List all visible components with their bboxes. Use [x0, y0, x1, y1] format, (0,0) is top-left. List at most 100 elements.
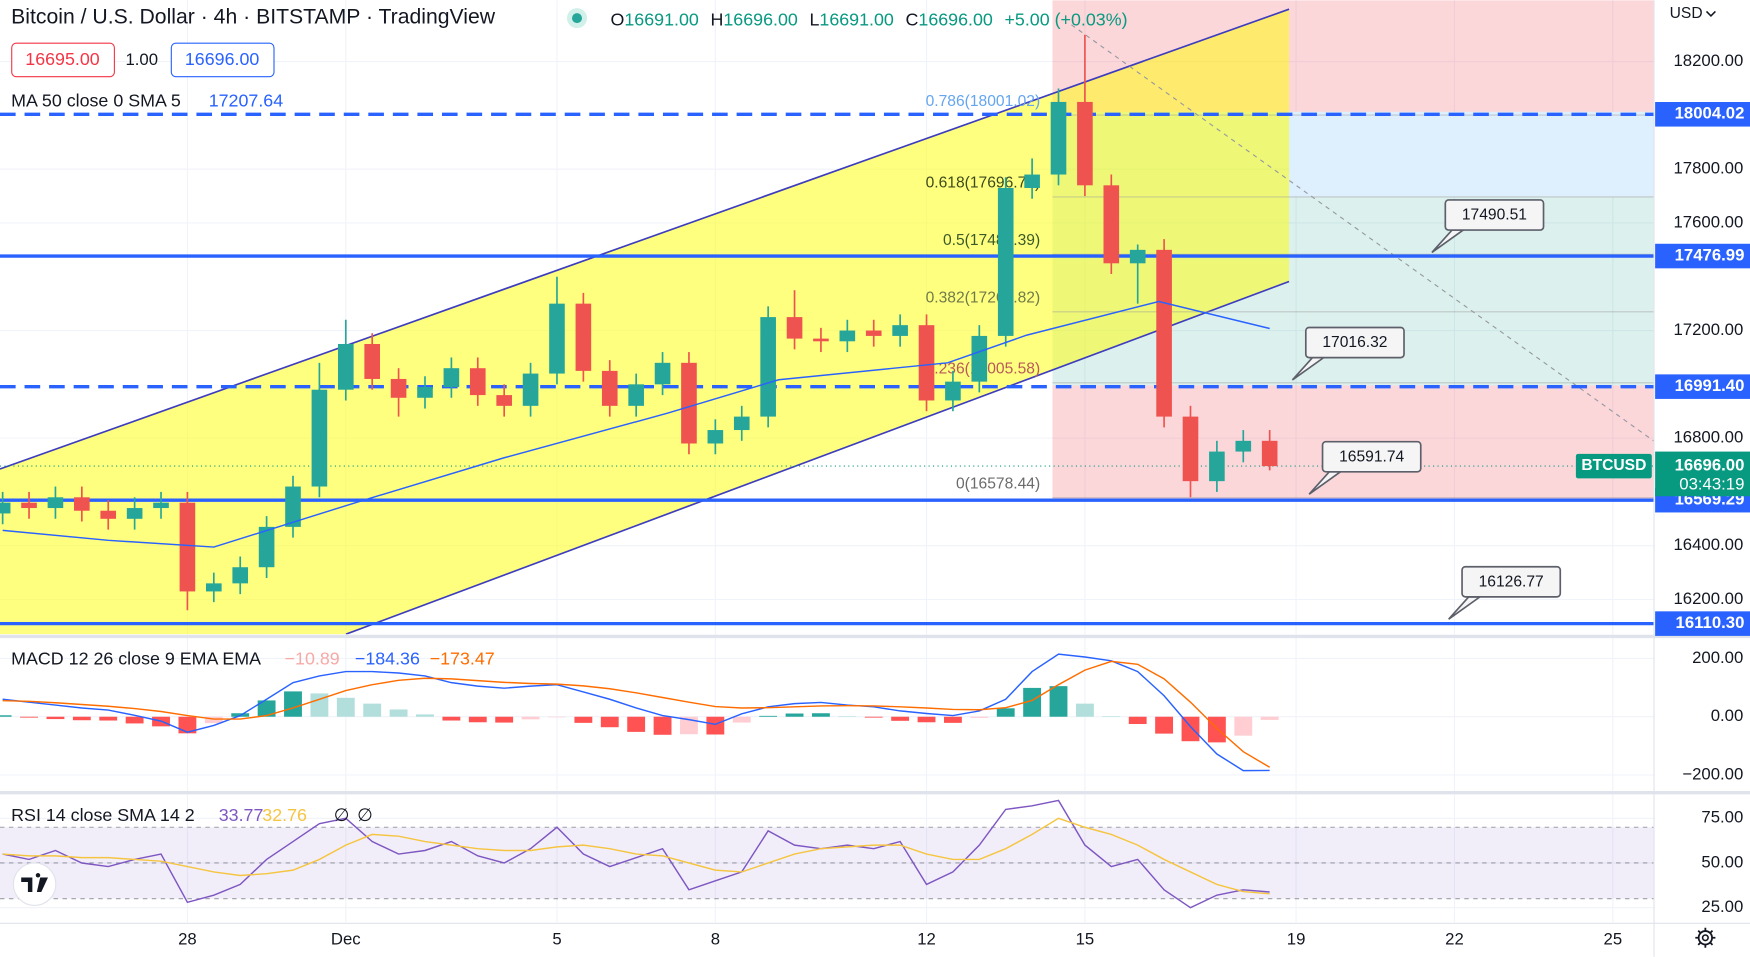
candle-body [733, 416, 750, 431]
level-axis-label: 17476.99 [1675, 245, 1745, 264]
candle-body [760, 317, 776, 417]
candle-body [390, 378, 407, 398]
histogram-bar [891, 716, 910, 721]
level-axis-box [1655, 611, 1750, 636]
ohlc-key: L [809, 9, 819, 29]
histogram-bar [732, 716, 751, 723]
histogram-bar [336, 697, 355, 717]
level-axis-label: 16991.40 [1675, 376, 1745, 395]
candle-body [601, 370, 618, 406]
ask-price[interactable]: 16696.00 [185, 49, 260, 69]
candle-body [813, 338, 829, 342]
candle-body [1050, 101, 1067, 175]
histogram-bar [917, 716, 936, 723]
symbol-box [1575, 453, 1652, 479]
candle-body [153, 502, 169, 509]
x-tick-label: 25 [1604, 929, 1623, 948]
logo-bg[interactable] [12, 862, 57, 906]
callout-box [1444, 199, 1545, 231]
callout-box [1321, 440, 1422, 473]
rsi-line [2, 799, 1270, 909]
callout-label: 16591.74 [1339, 448, 1404, 465]
histogram-bar [1181, 716, 1200, 742]
fib-label: 0(16578.44) [956, 475, 1040, 492]
macd-legend: MACD 12 26 close 9 EMA EMA [11, 649, 261, 669]
histogram-bar [574, 716, 593, 723]
histogram-bar [72, 716, 91, 721]
candle-body [126, 508, 143, 519]
callout-label: 17016.32 [1322, 334, 1387, 351]
bid-price[interactable]: 16695.00 [25, 49, 100, 69]
histogram-bar [970, 716, 989, 718]
candle-body [918, 325, 935, 401]
channel-top [0, 8, 1290, 470]
target-zone-upper [1289, 111, 1655, 197]
histogram-bar [1260, 716, 1279, 720]
last-price-label: 16696.00 [1675, 456, 1745, 475]
macd-signal-value: −173.47 [430, 649, 495, 669]
ohlc: O16691.00 H16696.00 L16691.00 C16696.00 … [610, 9, 1127, 29]
callout-box [1304, 326, 1405, 359]
histogram-bar [653, 716, 672, 735]
histogram-bar [812, 713, 830, 717]
ma-line [2, 300, 1270, 548]
candle-body [628, 384, 644, 406]
y-tick-label: 0.00 [1711, 706, 1744, 725]
settings-icon[interactable] [1695, 927, 1716, 948]
histogram-bar [310, 693, 329, 717]
logo[interactable] [21, 873, 48, 893]
currency[interactable]: USD [1670, 5, 1703, 22]
x-tick-label: Dec [331, 929, 361, 948]
currency-chevron[interactable] [1705, 10, 1716, 17]
histogram-bar [204, 716, 223, 724]
histogram-bar [46, 716, 65, 720]
histogram-bar [548, 716, 566, 718]
histogram-bar [759, 715, 778, 717]
symbol-label: BTCUSD [1581, 457, 1646, 474]
candle-body [179, 502, 196, 592]
ask-box[interactable] [170, 42, 275, 78]
target-zone-base [1289, 111, 1655, 197]
candle-body [945, 381, 961, 401]
histogram-bar [389, 709, 408, 717]
pane: 0.786(18001.02) 0.618(17696.76) 0.5(17483.… [0, 34, 1655, 626]
chart-title: Bitcoin / U.S. Dollar · 4h · BITSTAMP · … [11, 6, 496, 29]
callout-label: 17490.51 [1462, 207, 1527, 224]
x-tick-label: 12 [917, 929, 936, 948]
x-tick-label: 28 [178, 929, 197, 948]
x-tick-label: 15 [1076, 929, 1095, 948]
histogram-bar [1023, 687, 1042, 717]
candle-body [0, 502, 11, 514]
y-tick-label: 200.00 [1692, 648, 1743, 667]
y-tick-label: 17600.00 [1673, 212, 1743, 231]
fib-label: 0.5(17483.39) [943, 232, 1040, 249]
rsi-extra: ∅ [334, 805, 350, 825]
candle-body [1103, 185, 1120, 264]
y-tick-label: 16400.00 [1673, 535, 1743, 554]
gear-hub[interactable] [1701, 934, 1709, 942]
y-tick-label: 17800.00 [1673, 159, 1743, 178]
candle-body [47, 497, 64, 509]
candle-body [1077, 101, 1093, 186]
bid-box[interactable] [11, 42, 115, 78]
histogram-bar [996, 708, 1015, 717]
rsi-value: 33.77 [219, 805, 264, 825]
y-tick-label: 50.00 [1701, 852, 1743, 871]
pane [0, 653, 1279, 772]
candle-body [971, 335, 988, 382]
macd-line [2, 653, 1270, 772]
candle-body [417, 387, 433, 398]
candle-body [1024, 174, 1040, 188]
histogram-bar [363, 703, 382, 717]
gear-teeth[interactable] [1695, 927, 1716, 948]
histogram-bar [838, 716, 857, 717]
macd-hist-value: −10.89 [285, 649, 340, 669]
callout-label: 16126.77 [1479, 573, 1544, 590]
ma-legend-value: 17207.64 [209, 91, 284, 111]
ohlc-value: 16696.00 [723, 9, 798, 29]
candle-body [1209, 451, 1225, 482]
candle-body [1261, 440, 1278, 467]
y-tick-label: 75.00 [1701, 808, 1743, 827]
x-tick-label: 5 [552, 929, 561, 948]
